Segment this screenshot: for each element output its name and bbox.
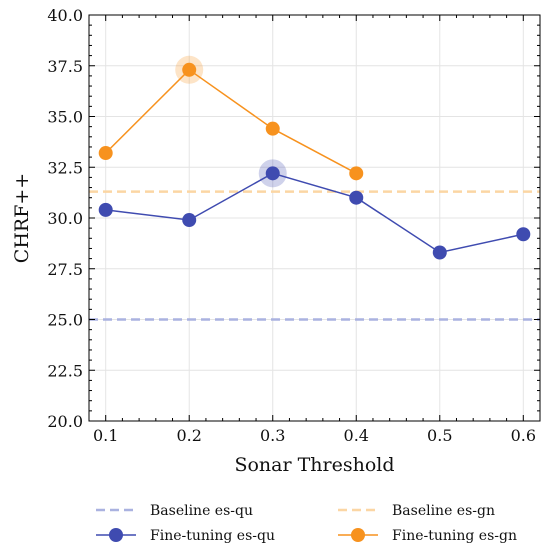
y-tick-label: 22.5 [47,361,83,380]
data-point [516,227,531,242]
y-tick-label: 20.0 [47,412,83,431]
y-tick-label: 25.0 [47,311,83,330]
grid-lines [89,14,540,422]
y-tick-label: 37.5 [47,57,83,76]
x-axis-label: Sonar Threshold [234,454,394,476]
legend-label: Fine-tuning es-gn [392,528,517,544]
x-tick-label: 0.3 [260,426,285,445]
data-point [265,166,280,181]
y-tick-label: 30.0 [47,209,83,228]
legend-label: Baseline es-qu [150,503,253,519]
series-line [105,68,357,174]
data-point [349,190,364,205]
legend: Baseline es-qu Baseline es-gn Fine-tuning … [96,503,517,544]
y-tick-label: 35.0 [47,108,83,127]
data-point [182,213,197,228]
series-line [105,172,524,254]
legend-marker [351,528,365,542]
y-tick-label: 40.0 [47,6,83,25]
x-tick-label: 0.4 [344,426,369,445]
y-axis-label: CHRF++ [11,173,33,263]
x-tick-label: 0.6 [511,426,536,445]
data-point [265,121,280,136]
x-tick-label: 0.2 [176,426,201,445]
data-point [98,202,113,217]
data-point [98,146,113,161]
axis-ticks: 0.1 0.2 0.3 0.4 0.5 0.6 20.0 22.5 25.0 27.5 30.0 32… [47,6,541,445]
baseline-lines [89,190,540,321]
legend-label: Fine-tuning es-qu [150,528,275,544]
data-point [349,166,364,181]
x-tick-label: 0.5 [427,426,452,445]
y-tick-label: 32.5 [47,158,83,177]
x-tick-label: 0.1 [93,426,118,445]
legend-marker [109,528,123,542]
y-tick-label: 27.5 [47,260,83,279]
data-point [182,62,197,77]
legend-label: Baseline es-gn [392,503,495,519]
data-point [432,245,447,260]
series-lines [98,55,531,260]
